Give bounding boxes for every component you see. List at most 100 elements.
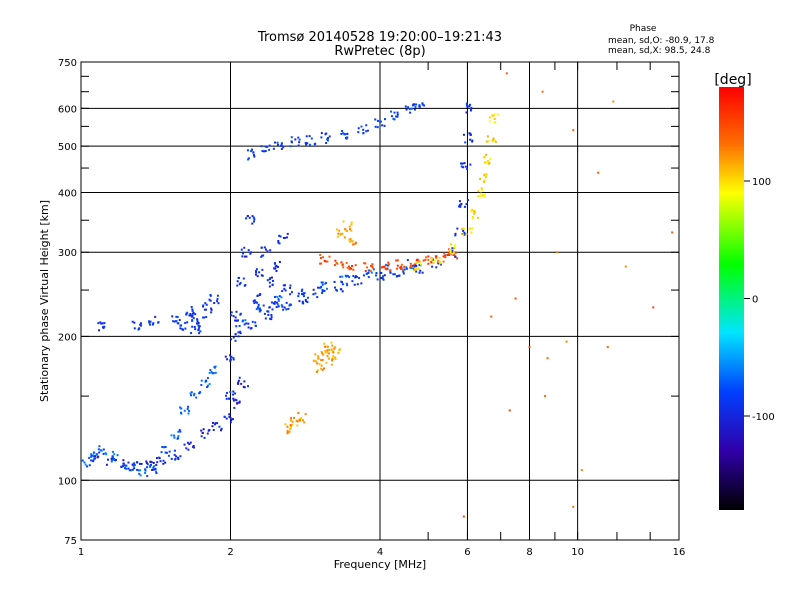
data-point [254, 301, 257, 304]
data-point [247, 322, 250, 325]
data-point [246, 149, 249, 152]
data-point [348, 265, 351, 268]
data-point [483, 179, 486, 182]
data-point [316, 296, 319, 299]
data-point [255, 268, 258, 271]
data-point [191, 319, 194, 322]
data-point [326, 349, 329, 352]
data-point [88, 456, 91, 459]
data-point [127, 461, 130, 464]
data-point [262, 254, 265, 257]
data-point [508, 409, 511, 412]
data-point [487, 140, 490, 143]
data-point [306, 296, 309, 299]
data-point [173, 449, 176, 452]
data-point [463, 162, 466, 165]
data-point [173, 453, 176, 456]
data-point [403, 265, 406, 268]
data-point [335, 288, 338, 291]
data-point [316, 369, 319, 372]
data-point [448, 254, 451, 257]
data-point [334, 357, 337, 360]
colorbar-ticks: 100 0 -100 [744, 177, 775, 423]
data-point [319, 286, 322, 289]
data-point [188, 443, 191, 446]
data-point [189, 441, 192, 444]
data-point [349, 266, 352, 269]
data-point [206, 386, 209, 389]
data-point [405, 266, 408, 269]
data-point [435, 256, 438, 259]
data-point [173, 436, 176, 439]
data-point [306, 301, 309, 304]
data-point [103, 322, 106, 325]
data-point [127, 467, 130, 470]
data-point [384, 264, 387, 267]
data-point [194, 313, 197, 316]
data-point [283, 287, 286, 290]
data-point [132, 465, 135, 468]
data-point [218, 425, 221, 428]
data-point [376, 119, 379, 122]
data-point [149, 463, 152, 466]
data-point [179, 455, 182, 458]
data-point [128, 469, 131, 472]
data-point [413, 263, 416, 266]
data-point [454, 244, 457, 247]
data-point [371, 263, 374, 266]
data-point [572, 129, 575, 132]
data-point [245, 322, 248, 325]
data-point [131, 463, 134, 466]
data-point [325, 142, 328, 145]
data-point [340, 261, 343, 264]
data-point [252, 151, 255, 154]
data-point [212, 372, 215, 375]
data-point [152, 461, 155, 464]
data-point [280, 304, 283, 307]
data-point [133, 327, 136, 330]
data-point [254, 325, 257, 328]
data-point [312, 288, 315, 291]
data-point [420, 263, 423, 266]
data-point [303, 421, 306, 424]
data-point [454, 255, 457, 258]
data-point [326, 260, 329, 263]
data-point [305, 143, 308, 146]
data-point [301, 288, 304, 291]
data-point [83, 461, 86, 464]
data-point [183, 443, 186, 446]
data-point [267, 310, 270, 313]
data-point [103, 325, 106, 328]
data-point [469, 103, 472, 106]
data-point [286, 431, 289, 434]
data-point [282, 308, 285, 311]
data-point [93, 457, 96, 460]
data-point [261, 254, 264, 257]
data-point [99, 449, 102, 452]
y-tick-label: 400 [58, 188, 77, 199]
data-point [203, 436, 206, 439]
data-point [415, 270, 418, 273]
data-point [239, 332, 242, 335]
data-point [102, 326, 105, 329]
data-point [442, 255, 445, 258]
data-point [176, 316, 179, 319]
colorbar-tick-label: 100 [752, 177, 771, 188]
data-point [206, 384, 209, 387]
data-point [612, 100, 615, 103]
data-point [465, 111, 468, 114]
data-point [254, 321, 257, 324]
data-point [251, 148, 254, 151]
data-point [266, 310, 269, 313]
data-point [434, 255, 437, 258]
data-point [327, 357, 330, 360]
data-point [237, 335, 240, 338]
data-point [382, 275, 385, 278]
data-point [314, 360, 317, 363]
data-point [278, 261, 281, 264]
data-point [146, 475, 149, 478]
data-point [321, 256, 324, 259]
data-point [480, 187, 483, 190]
data-point [230, 355, 233, 358]
data-point [269, 277, 272, 280]
